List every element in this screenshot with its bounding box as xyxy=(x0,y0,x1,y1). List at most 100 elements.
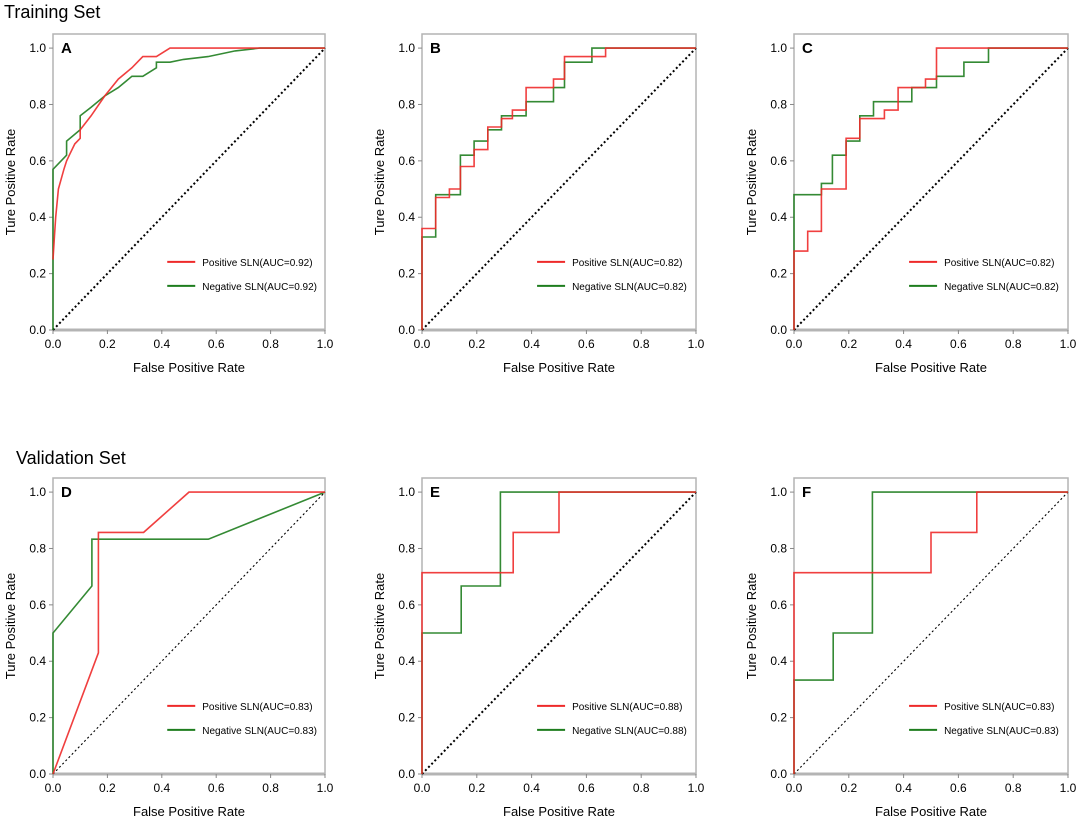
panel-f: 0.0 0.2 0.4 0.6 0.8 1.0 0.0 0.2 0.4 0.6 0.8 1.0 Fals… xyxy=(744,477,1077,819)
y-tick-label-c: 0.0 xyxy=(770,323,787,337)
legend-negative-label-e: Negative SLN(AUC=0.88) xyxy=(572,726,687,737)
y-tick-label-b: 0.0 xyxy=(398,323,415,337)
y-tick-label-a: 0.8 xyxy=(29,97,46,111)
x-tick-label-f: 0.0 xyxy=(786,781,803,795)
x-tick-label-c: 0.8 xyxy=(1005,337,1022,351)
y-tick-label-e: 0.6 xyxy=(398,598,415,612)
x-axis-title-d: False Positive Rate xyxy=(133,804,245,819)
positive-sln-line-c xyxy=(793,47,1068,330)
y-tick-label-f: 0.4 xyxy=(770,654,787,668)
x-tick-label-d: 0.6 xyxy=(208,781,225,795)
x-tick-label-c: 0.2 xyxy=(840,337,857,351)
legend-negative-label-c: Negative SLN(AUC=0.82) xyxy=(944,282,1059,293)
y-tick-label-d: 0.0 xyxy=(29,767,46,781)
legend-negative-label-f: Negative SLN(AUC=0.83) xyxy=(944,726,1059,737)
x-tick-label-d: 0.8 xyxy=(262,781,279,795)
y-axis-title-f: Ture Positive Rate xyxy=(744,573,759,679)
panel-c: 0.0 0.2 0.4 0.6 0.8 1.0 0.0 0.2 0.4 0.6 0.8 1.0 Fals… xyxy=(744,33,1077,375)
y-tick-label-b: 0.8 xyxy=(398,97,415,111)
y-axis-title-b: Ture Positive Rate xyxy=(372,129,387,235)
y-axis-title-e: Ture Positive Rate xyxy=(372,573,387,679)
negative-sln-line-d xyxy=(52,491,326,774)
y-tick-label-b: 0.2 xyxy=(398,267,415,281)
validation-set-title: Validation Set xyxy=(16,448,126,468)
panel-d: 0.0 0.2 0.4 0.6 0.8 1.0 0.0 0.2 0.4 0.6 0.8 1.0 Fals… xyxy=(3,477,334,819)
legend-positive-label-e: Positive SLN(AUC=0.88) xyxy=(572,702,682,713)
x-tick-label-b: 0.8 xyxy=(633,337,650,351)
legend-negative-label-b: Negative SLN(AUC=0.82) xyxy=(572,282,687,293)
x-axis-title-f: False Positive Rate xyxy=(875,804,987,819)
y-tick-label-c: 0.6 xyxy=(770,154,787,168)
positive-sln-line-b xyxy=(421,47,696,330)
x-tick-label-a: 0.4 xyxy=(153,337,170,351)
positive-sln-line-d xyxy=(52,491,325,775)
negative-sln-line-a xyxy=(52,47,325,330)
legend-positive-label-c: Positive SLN(AUC=0.82) xyxy=(944,258,1054,269)
y-axis-title-a: Ture Positive Rate xyxy=(3,129,18,235)
x-axis-title-a: False Positive Rate xyxy=(133,360,245,375)
panel-letter-a: A xyxy=(61,40,72,57)
panel-b: 0.0 0.2 0.4 0.6 0.8 1.0 0.0 0.2 0.4 0.6 0.8 1.0 Fals… xyxy=(372,33,705,375)
y-tick-label-e: 0.2 xyxy=(398,711,415,725)
y-tick-label-d: 0.2 xyxy=(29,711,46,725)
x-tick-label-b: 0.0 xyxy=(414,337,431,351)
x-tick-label-e: 0.8 xyxy=(633,781,650,795)
x-tick-label-a: 0.2 xyxy=(99,337,116,351)
training-set-title: Training Set xyxy=(4,2,101,22)
x-tick-label-d: 0.0 xyxy=(45,781,62,795)
negative-sln-line-b xyxy=(421,47,696,330)
x-axis-title-b: False Positive Rate xyxy=(503,360,615,375)
x-tick-label-a: 1.0 xyxy=(317,337,334,351)
x-tick-label-c: 0.4 xyxy=(895,337,912,351)
x-tick-label-f: 0.6 xyxy=(950,781,967,795)
x-tick-label-d: 0.4 xyxy=(153,781,170,795)
y-tick-label-e: 0.4 xyxy=(398,654,415,668)
x-tick-label-f: 0.2 xyxy=(840,781,857,795)
y-tick-label-e: 0.8 xyxy=(398,541,415,555)
legend-positive-label-a: Positive SLN(AUC=0.92) xyxy=(202,258,312,269)
x-tick-label-c: 0.6 xyxy=(950,337,967,351)
y-tick-label-f: 0.2 xyxy=(770,711,787,725)
x-tick-label-a: 0.0 xyxy=(45,337,62,351)
y-tick-label-c: 0.4 xyxy=(770,210,787,224)
y-tick-label-e: 0.0 xyxy=(398,767,415,781)
y-tick-label-a: 0.0 xyxy=(29,323,46,337)
y-tick-label-a: 0.4 xyxy=(29,210,46,224)
positive-sln-line-f xyxy=(793,491,1068,774)
y-tick-label-d: 0.4 xyxy=(29,654,46,668)
negative-sln-line-c xyxy=(793,47,1068,330)
positive-sln-line-e xyxy=(421,491,696,774)
panel-letter-f: F xyxy=(802,484,811,501)
x-axis-title-e: False Positive Rate xyxy=(503,804,615,819)
x-tick-label-d: 0.2 xyxy=(99,781,116,795)
panel-letter-d: D xyxy=(61,484,72,501)
x-tick-label-c: 1.0 xyxy=(1060,337,1077,351)
x-tick-label-e: 0.2 xyxy=(468,781,485,795)
x-tick-label-f: 1.0 xyxy=(1060,781,1077,795)
x-tick-label-d: 1.0 xyxy=(317,781,334,795)
y-tick-label-f: 1.0 xyxy=(770,485,787,499)
legend-positive-label-d: Positive SLN(AUC=0.83) xyxy=(202,702,312,713)
legend-negative-label-a: Negative SLN(AUC=0.92) xyxy=(202,282,317,293)
y-tick-label-f: 0.0 xyxy=(770,767,787,781)
y-tick-label-a: 1.0 xyxy=(29,41,46,55)
panel-e: 0.0 0.2 0.4 0.6 0.8 1.0 0.0 0.2 0.4 0.6 0.8 1.0 Fals… xyxy=(372,477,705,819)
y-tick-label-f: 0.6 xyxy=(770,598,787,612)
y-tick-label-d: 1.0 xyxy=(29,485,46,499)
panel-a: 0.0 0.2 0.4 0.6 0.8 1.0 0.0 0.2 0.4 0.6 0.8 1.0 Fals… xyxy=(3,33,334,375)
positive-sln-line-a xyxy=(52,47,325,260)
x-tick-label-b: 1.0 xyxy=(688,337,705,351)
x-axis-title-c: False Positive Rate xyxy=(875,360,987,375)
y-axis-title-d: Ture Positive Rate xyxy=(3,573,18,679)
y-tick-label-c: 0.2 xyxy=(770,267,787,281)
legend-negative-label-d: Negative SLN(AUC=0.83) xyxy=(202,726,317,737)
legend-positive-label-b: Positive SLN(AUC=0.82) xyxy=(572,258,682,269)
y-tick-label-d: 0.6 xyxy=(29,598,46,612)
x-tick-label-e: 1.0 xyxy=(688,781,705,795)
panel-letter-e: E xyxy=(430,484,440,501)
y-axis-title-c: Ture Positive Rate xyxy=(744,129,759,235)
x-tick-label-c: 0.0 xyxy=(786,337,803,351)
x-tick-label-b: 0.6 xyxy=(578,337,595,351)
x-tick-label-e: 0.0 xyxy=(414,781,431,795)
